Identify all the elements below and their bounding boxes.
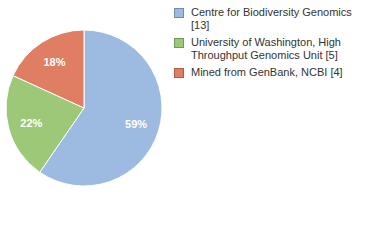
data-label: 59% [125,118,147,130]
legend-swatch [174,8,184,18]
legend-label: University of Washington, High Throughpu… [191,36,356,62]
legend-swatch [174,68,184,78]
legend-label: Mined from GenBank, NCBI [4] [191,66,356,79]
chart: 59% 22% 18% Centre for Biodiversity Genomi… [0,0,380,240]
pie-slice [13,30,84,108]
slices [6,30,162,186]
data-label: 18% [43,56,65,68]
legend-label: Centre for Biodiversity Genomics [13] [191,6,356,32]
data-label: 22% [20,117,42,129]
data-labels: 59% 22% 18% [20,56,147,130]
legend-item: Mined from GenBank, NCBI [4] [174,66,374,79]
legend-item: Centre for Biodiversity Genomics [13] [174,6,374,32]
legend-swatch [174,38,184,48]
pie-area: 59% 22% 18% [0,0,180,240]
legend: Centre for Biodiversity Genomics [13] Uni… [174,6,374,83]
legend-item: University of Washington, High Throughpu… [174,36,374,62]
